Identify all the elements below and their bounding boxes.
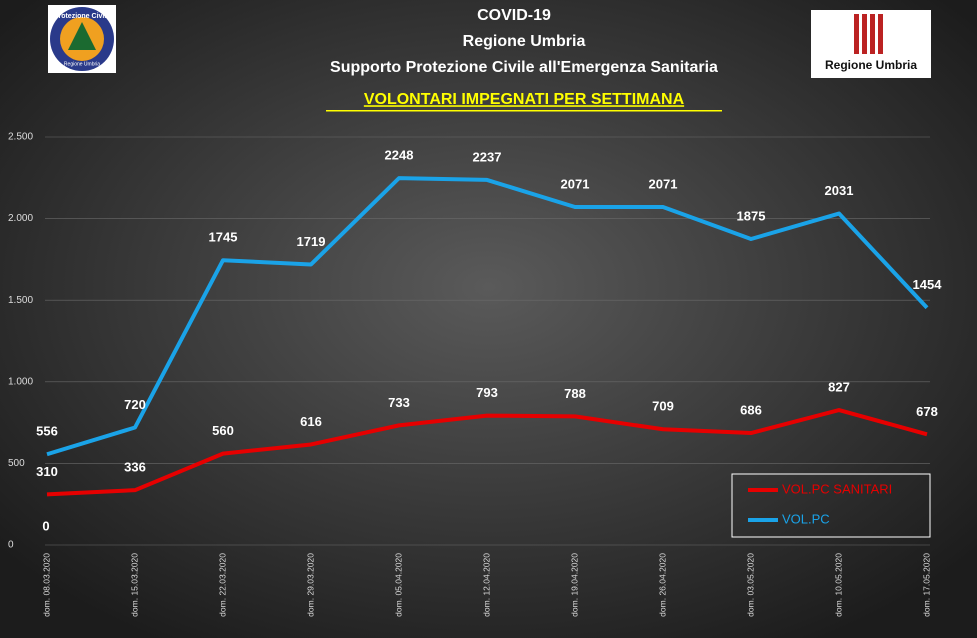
data-label: 336 <box>124 460 146 475</box>
y-tick-label: 1.500 <box>8 295 33 306</box>
data-label: 2071 <box>649 176 678 191</box>
x-tick-label: dom. 08.03.2020 <box>41 553 51 617</box>
annotation: 0 <box>42 518 49 533</box>
data-label: 788 <box>564 386 586 401</box>
x-tick-label: dom. 22.03.2020 <box>217 553 227 617</box>
data-label: 678 <box>916 404 938 419</box>
x-tick-label: dom. 19.04.2020 <box>569 553 579 617</box>
x-tick-label: dom. 10.05.2020 <box>833 553 843 617</box>
y-tick-label: 500 <box>8 458 25 469</box>
x-tick-label: dom. 15.03.2020 <box>129 553 139 617</box>
data-label: 560 <box>212 423 234 438</box>
series-line <box>46 176 929 457</box>
y-tick-label: 0 <box>8 540 14 551</box>
series-line <box>46 408 928 497</box>
x-tick-label: dom. 17.05.2020 <box>921 553 931 617</box>
data-label: 720 <box>124 397 146 412</box>
x-tick-label: dom. 05.04.2020 <box>393 553 403 617</box>
data-label: 686 <box>740 402 762 417</box>
y-tick-label: 1.000 <box>8 376 33 387</box>
right-logo-text: Regione Umbria <box>825 58 917 72</box>
right-logo-emblem <box>854 14 883 54</box>
chart-subtitle: Supporto Protezione Civile all'Emergenza… <box>330 59 718 76</box>
data-label: 616 <box>300 414 322 429</box>
data-label: 793 <box>476 385 498 400</box>
y-tick-label: 2.500 <box>8 132 33 143</box>
data-label: 310 <box>36 464 58 479</box>
chart-heading: VOLONTARI IMPEGNATI PER SETTIMANA <box>364 91 685 108</box>
left-logo-tree <box>68 22 96 50</box>
legend-label: VOL.PC <box>782 511 830 526</box>
data-label: 1454 <box>913 277 943 292</box>
x-tick-label: dom. 03.05.2020 <box>745 553 755 617</box>
legend-label: VOL.PC SANITARI <box>782 481 892 496</box>
left-logo-text: Protezione Civile <box>54 13 111 20</box>
y-tick-label: 2.000 <box>8 213 33 224</box>
chart-subtitle: Regione Umbria <box>463 33 586 50</box>
data-label: 1745 <box>209 230 238 245</box>
data-label: 2071 <box>561 176 590 191</box>
data-label: 1719 <box>297 234 326 249</box>
data-label: 1875 <box>737 208 766 223</box>
x-tick-label: dom. 26.04.2020 <box>657 553 667 617</box>
legend-box <box>731 473 931 538</box>
data-label: 827 <box>828 379 850 394</box>
data-label: 709 <box>652 399 674 414</box>
data-label: 556 <box>36 424 58 439</box>
data-label: 2248 <box>385 148 414 163</box>
x-tick-label: dom. 12.04.2020 <box>481 553 491 617</box>
heading-underline <box>326 110 722 112</box>
x-tick-label: dom. 29.03.2020 <box>305 553 315 617</box>
left-logo-text: Regione Umbria <box>64 61 100 67</box>
data-label: 2237 <box>473 149 502 164</box>
data-label: 2031 <box>825 183 854 198</box>
data-label: 733 <box>388 395 410 410</box>
chart-title: COVID-19 <box>477 7 551 24</box>
